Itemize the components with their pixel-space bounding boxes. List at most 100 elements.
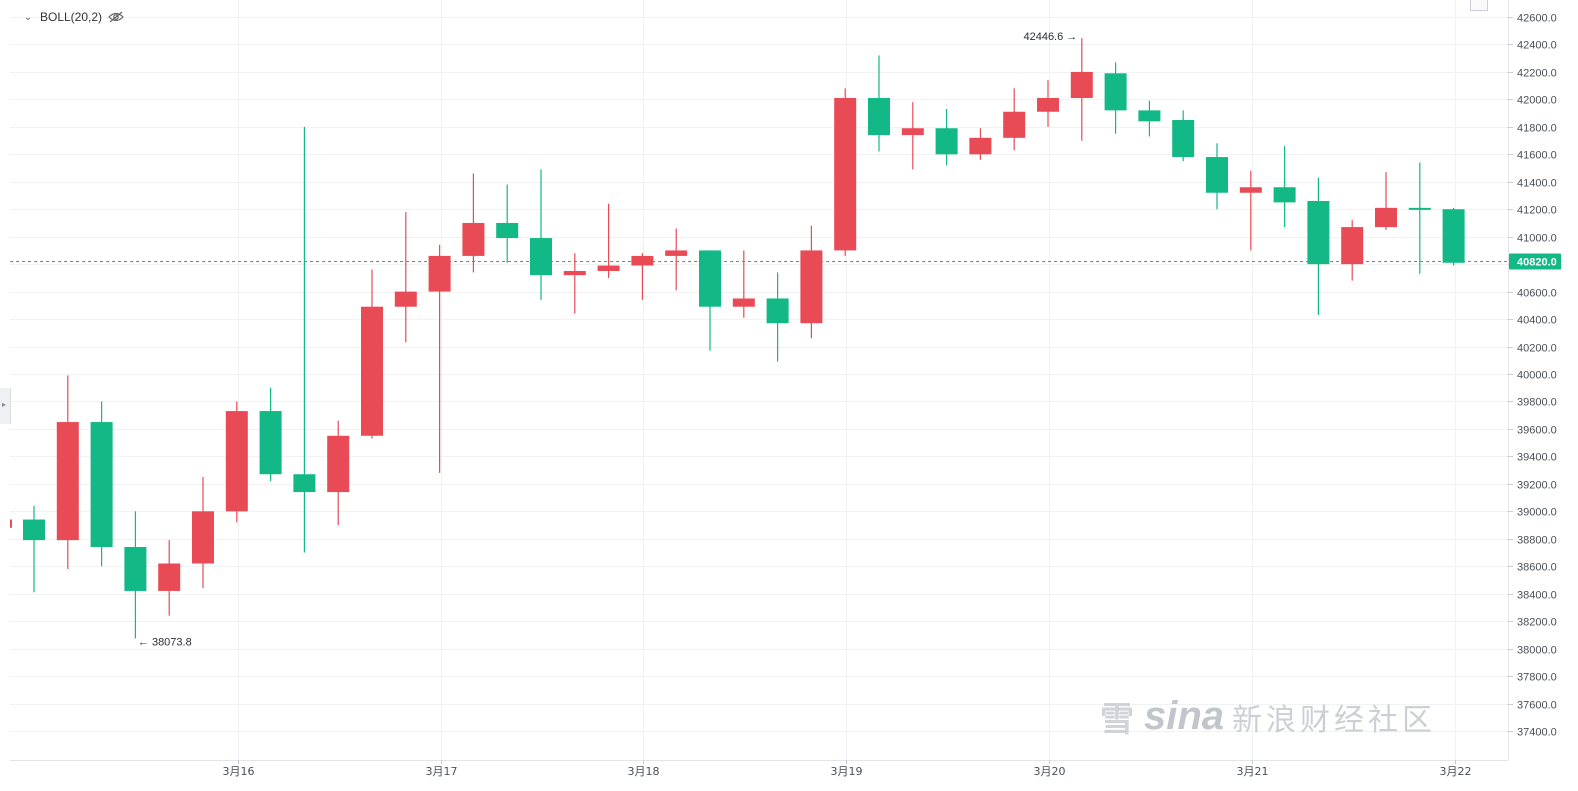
candle[interactable] [868, 55, 890, 152]
candle-body [834, 98, 857, 251]
y-axis[interactable]: 37400.0 37600.0 37800.0 38000.0 38200.0 38400… [1508, 0, 1578, 786]
candle[interactable] [1375, 172, 1397, 230]
candle-body [597, 265, 620, 272]
candle-body [766, 298, 789, 324]
candle[interactable] [597, 203, 620, 278]
candle[interactable] [158, 540, 181, 616]
candle[interactable] [1273, 146, 1296, 228]
indicator-label[interactable]: BOLL(20,2) [40, 10, 103, 24]
y-tick-label: 37600.0 [1517, 700, 1557, 712]
candle-body [1408, 207, 1431, 210]
candle-body [1442, 209, 1465, 263]
candle[interactable] [1037, 80, 1059, 127]
scale-toggle-button[interactable] [1470, 0, 1488, 11]
candle[interactable] [1138, 100, 1161, 137]
candle[interactable] [699, 250, 721, 351]
y-axis-background [1508, 0, 1578, 786]
candle[interactable] [361, 269, 383, 439]
candle[interactable] [834, 88, 857, 256]
candle[interactable] [1307, 177, 1330, 315]
watermark: 雪 sina 新浪财经社区 [1100, 692, 1436, 741]
candle[interactable] [1206, 143, 1228, 210]
candle[interactable] [1341, 220, 1364, 281]
candle-body [361, 306, 383, 436]
y-tick-label: 40000.0 [1517, 370, 1557, 382]
candle[interactable] [1442, 207, 1465, 266]
candle[interactable] [969, 128, 992, 160]
x-axis[interactable]: 3月16 3月17 3月18 3月19 3月20 3月21 3月22 [10, 760, 1508, 778]
candle[interactable] [901, 102, 924, 170]
candle[interactable] [496, 184, 519, 263]
y-tick-label: 42600.0 [1517, 13, 1557, 25]
y-tick-label: 41800.0 [1517, 123, 1557, 135]
y-tick-label: 40400.0 [1517, 315, 1557, 327]
candle[interactable] [1408, 162, 1431, 274]
side-panel-toggle[interactable]: ▸ [0, 388, 11, 424]
candle[interactable] [665, 228, 688, 291]
y-tick-label: 37400.0 [1517, 727, 1557, 739]
candle[interactable] [394, 211, 417, 343]
candle-body [1138, 110, 1161, 122]
candle[interactable] [259, 387, 282, 482]
price-annotation: 42446.6 → [1023, 31, 1077, 43]
y-tick-label: 38400.0 [1517, 590, 1557, 602]
x-tick-label: 3月17 [426, 765, 458, 778]
candle[interactable] [732, 250, 755, 318]
candle[interactable] [800, 225, 823, 339]
chevron-down-icon[interactable]: ⌄ [23, 11, 33, 23]
candle[interactable] [56, 375, 79, 569]
candle[interactable] [1003, 88, 1026, 151]
y-tick-label: 41000.0 [1517, 233, 1557, 245]
candle-body [1003, 111, 1026, 138]
candle[interactable] [766, 272, 789, 362]
y-tick-label: 39000.0 [1517, 507, 1557, 519]
eye-icon[interactable] [108, 11, 124, 23]
x-tick-label: 3月19 [831, 765, 863, 778]
candle[interactable] [90, 401, 113, 567]
price-annotation: ← 38073.8 [138, 636, 192, 648]
candle[interactable] [631, 253, 654, 300]
candle-body [1375, 207, 1397, 228]
candle-body [90, 422, 113, 548]
y-tick-label: 42400.0 [1517, 40, 1557, 52]
last-price-label: 40820.0 [1517, 257, 1557, 269]
candle-body [665, 250, 688, 256]
candle[interactable] [428, 244, 451, 473]
candle[interactable] [225, 401, 248, 523]
candle[interactable] [563, 253, 586, 314]
candle-body [23, 519, 45, 541]
candle-body [1070, 71, 1093, 99]
indicator-header: ⌄ BOLL(20,2) [22, 8, 124, 26]
candle-body [327, 435, 350, 493]
y-tick-label: 39400.0 [1517, 452, 1557, 464]
candle-body [124, 547, 147, 591]
candle[interactable] [23, 505, 45, 593]
y-tick-label: 40600.0 [1517, 288, 1557, 300]
candle-body [868, 98, 890, 136]
candle[interactable] [192, 476, 214, 589]
candle-body [935, 128, 958, 155]
candle-body [158, 563, 181, 591]
candle-body [1172, 119, 1195, 158]
candle[interactable] [1104, 62, 1127, 134]
candle[interactable] [530, 169, 552, 300]
candle[interactable] [1070, 38, 1093, 141]
x-tick-label: 3月22 [1440, 765, 1472, 778]
watermark-brand-a: 雪 [1100, 701, 1136, 739]
candle[interactable] [935, 108, 958, 166]
x-tick-label: 3月20 [1034, 765, 1066, 778]
candle-body [800, 250, 823, 324]
candle[interactable] [124, 511, 147, 639]
candle[interactable] [1239, 170, 1262, 251]
candle[interactable] [1172, 110, 1195, 162]
candle-body [462, 222, 485, 256]
y-tick-label: 39800.0 [1517, 397, 1557, 409]
candle[interactable] [293, 126, 316, 553]
candle[interactable] [327, 420, 350, 526]
y-tick-label: 38600.0 [1517, 562, 1557, 574]
y-tick-label: 38800.0 [1517, 535, 1557, 547]
candle-body [631, 255, 654, 266]
candle[interactable] [462, 173, 485, 273]
